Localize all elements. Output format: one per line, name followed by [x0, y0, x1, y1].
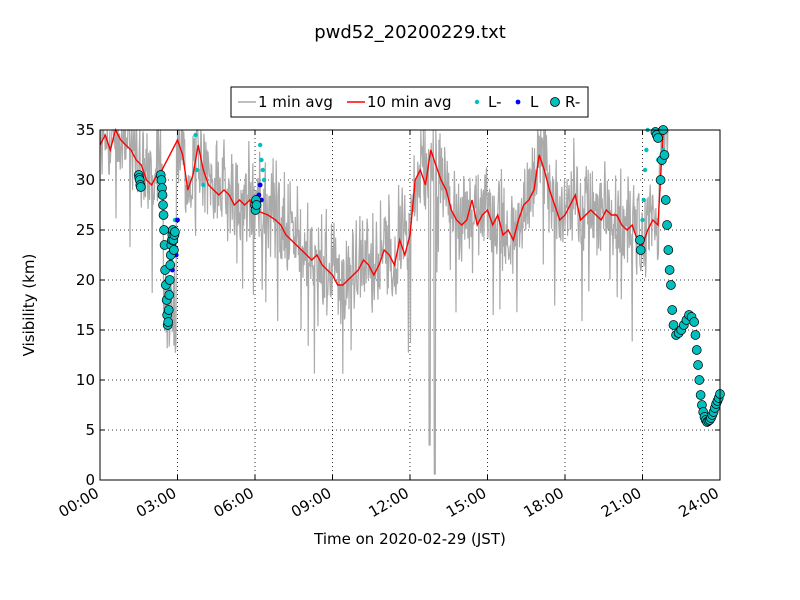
y-tick-label: 20: [76, 271, 95, 289]
legend-lminus-label: L-: [488, 93, 502, 111]
l-minus-point: [641, 197, 646, 203]
y-tick-label: 35: [76, 121, 95, 139]
legend-rminus-marker: [550, 97, 560, 107]
y-axis: 0 5 10 15 20 25 30 35: [76, 121, 720, 489]
x-tick-label: 00:00: [56, 484, 102, 521]
r-minus-point: [689, 317, 700, 327]
r-minus-point: [170, 227, 180, 237]
r-minus-point: [158, 210, 169, 220]
y-tick-label: 0: [85, 471, 95, 489]
r-minus-point: [693, 360, 703, 370]
r-minus-point: [635, 245, 646, 255]
series-10min-line: [99, 128, 669, 286]
r-minus-point: [163, 317, 174, 327]
x-tick-label: 06:00: [211, 484, 257, 521]
legend-box: [230, 86, 589, 118]
legend-10min-label: 10 min avg: [367, 93, 452, 111]
r-minus-point: [659, 150, 670, 160]
legend-l-label: L: [530, 93, 539, 111]
r-minus-point: [691, 345, 702, 355]
l-minus-point: [193, 132, 198, 138]
l-minus-point: [261, 177, 267, 183]
r-minus-point: [251, 200, 262, 210]
y-tick-label: 30: [76, 171, 95, 189]
l-minus-point: [640, 217, 645, 223]
x-tick-label: 18:00: [521, 484, 567, 521]
x-axis: 00:00 03:00 06:00 09:00 12:00 15:00 18:00 21:00…: [56, 130, 722, 521]
x-tick-label: 24:00: [676, 484, 722, 521]
chart-title: pwd52_20200229.txt: [314, 22, 506, 43]
l-minus-point: [644, 147, 649, 153]
l-minus-point: [201, 182, 206, 188]
r-minus-point: [666, 280, 676, 290]
x-tick-label: 03:00: [133, 484, 179, 521]
r-minus-point: [135, 182, 146, 192]
legend-l-marker: [515, 99, 521, 105]
l-minus-point: [642, 167, 648, 173]
x-tick-label: 15:00: [443, 484, 489, 521]
r-minus-point: [663, 245, 674, 255]
y-tick-label: 15: [76, 321, 95, 339]
r-minus-point: [694, 375, 705, 385]
r-minus-point: [660, 195, 671, 205]
r-minus-point: [158, 200, 168, 210]
r-minus-point: [157, 190, 168, 200]
r-minus-point: [163, 305, 174, 315]
markers: [133, 125, 725, 427]
r-minus-point: [667, 305, 678, 315]
r-minus-point: [164, 275, 175, 285]
r-minus-point: [668, 320, 679, 330]
r-minus-point: [635, 235, 645, 245]
legend: 1 min avg 10 min avg L- L R-: [230, 86, 589, 118]
r-minus-point: [159, 225, 169, 235]
series-10min: [99, 128, 669, 286]
y-tick-label: 5: [85, 421, 95, 439]
r-minus-point: [653, 133, 663, 143]
y-tick-label: 25: [76, 221, 95, 239]
l-minus-point: [260, 167, 265, 173]
legend-rminus-label: R-: [565, 93, 580, 111]
r-minus-point: [655, 175, 666, 185]
r-minus-point: [690, 330, 701, 340]
series-1min-line: [99, 128, 669, 475]
r-minus-point: [662, 220, 672, 230]
r-minus-point: [169, 245, 179, 255]
l-minus-point: [259, 157, 264, 163]
l-point: [175, 217, 180, 223]
legend-1min-label: 1 min avg: [258, 93, 333, 111]
r-minus-point: [164, 290, 175, 300]
y-tick-label: 10: [76, 371, 95, 389]
legend-lminus-marker: [474, 99, 480, 105]
r-minus-point: [695, 390, 706, 400]
x-axis-label: Time on 2020-02-29 (JST): [313, 530, 506, 548]
x-tick-label: 09:00: [288, 484, 334, 521]
x-tick-label: 21:00: [598, 484, 644, 521]
y-axis-label: Visibility (km): [20, 254, 38, 357]
x-tick-label: 12:00: [366, 484, 412, 521]
r-minus-point: [165, 260, 176, 270]
l-point: [257, 182, 263, 188]
l-minus-point: [257, 142, 263, 148]
r-minus-point: [664, 265, 675, 275]
r-minus-point: [156, 175, 167, 185]
l-minus-point: [194, 167, 200, 173]
series-1min: [99, 128, 669, 475]
